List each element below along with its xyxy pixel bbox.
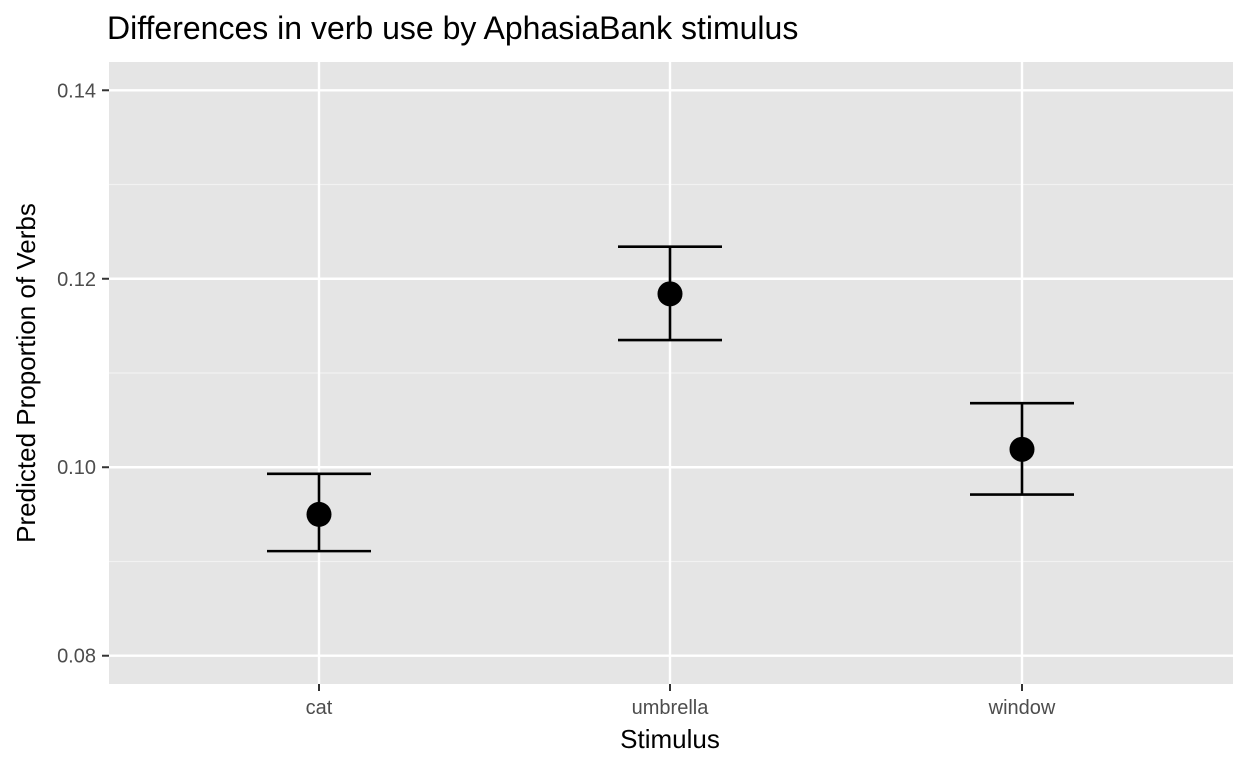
x-tick-label: cat [306,697,333,719]
y-tick-label: 0.10 [57,457,96,479]
y-axis-title: Predicted Proportion of Verbs [11,203,41,543]
data-points [306,281,1035,527]
data-point [657,281,683,307]
y-axis: 0.08 0.10 0.12 0.14 [57,80,109,668]
data-point [306,501,332,527]
y-tick-label: 0.14 [57,80,96,102]
data-point [1009,436,1035,462]
error-bars [267,245,1074,553]
chart-title: Differences in verb use by AphasiaBank s… [107,10,798,46]
x-axis-title: Stimulus [620,724,720,754]
y-tick-label: 0.12 [57,269,96,291]
y-tick-label: 0.08 [57,646,96,668]
x-axis: cat umbrella window [306,684,1056,719]
x-tick-label: window [988,697,1056,719]
x-tick-label: umbrella [632,697,710,719]
